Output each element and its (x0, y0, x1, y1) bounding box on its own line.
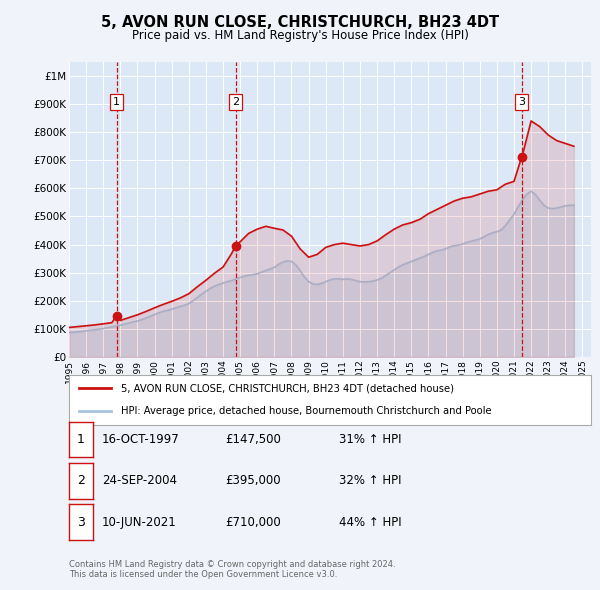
Text: Price paid vs. HM Land Registry's House Price Index (HPI): Price paid vs. HM Land Registry's House … (131, 30, 469, 42)
Text: 16-OCT-1997: 16-OCT-1997 (102, 433, 180, 446)
Text: 3: 3 (518, 97, 525, 107)
Text: 1: 1 (77, 433, 85, 446)
Text: 10-JUN-2021: 10-JUN-2021 (102, 516, 177, 529)
Text: 5, AVON RUN CLOSE, CHRISTCHURCH, BH23 4DT (detached house): 5, AVON RUN CLOSE, CHRISTCHURCH, BH23 4D… (121, 383, 454, 393)
Text: 2: 2 (232, 97, 239, 107)
Text: 1: 1 (113, 97, 120, 107)
Text: £710,000: £710,000 (225, 516, 281, 529)
Text: £147,500: £147,500 (225, 433, 281, 446)
Text: 32% ↑ HPI: 32% ↑ HPI (339, 474, 401, 487)
Text: 44% ↑ HPI: 44% ↑ HPI (339, 516, 401, 529)
Text: 24-SEP-2004: 24-SEP-2004 (102, 474, 177, 487)
Text: 31% ↑ HPI: 31% ↑ HPI (339, 433, 401, 446)
Text: £395,000: £395,000 (225, 474, 281, 487)
Text: 3: 3 (77, 516, 85, 529)
Text: 5, AVON RUN CLOSE, CHRISTCHURCH, BH23 4DT: 5, AVON RUN CLOSE, CHRISTCHURCH, BH23 4D… (101, 15, 499, 30)
Text: Contains HM Land Registry data © Crown copyright and database right 2024.
This d: Contains HM Land Registry data © Crown c… (69, 560, 395, 579)
Text: 2: 2 (77, 474, 85, 487)
Text: HPI: Average price, detached house, Bournemouth Christchurch and Poole: HPI: Average price, detached house, Bour… (121, 407, 492, 417)
